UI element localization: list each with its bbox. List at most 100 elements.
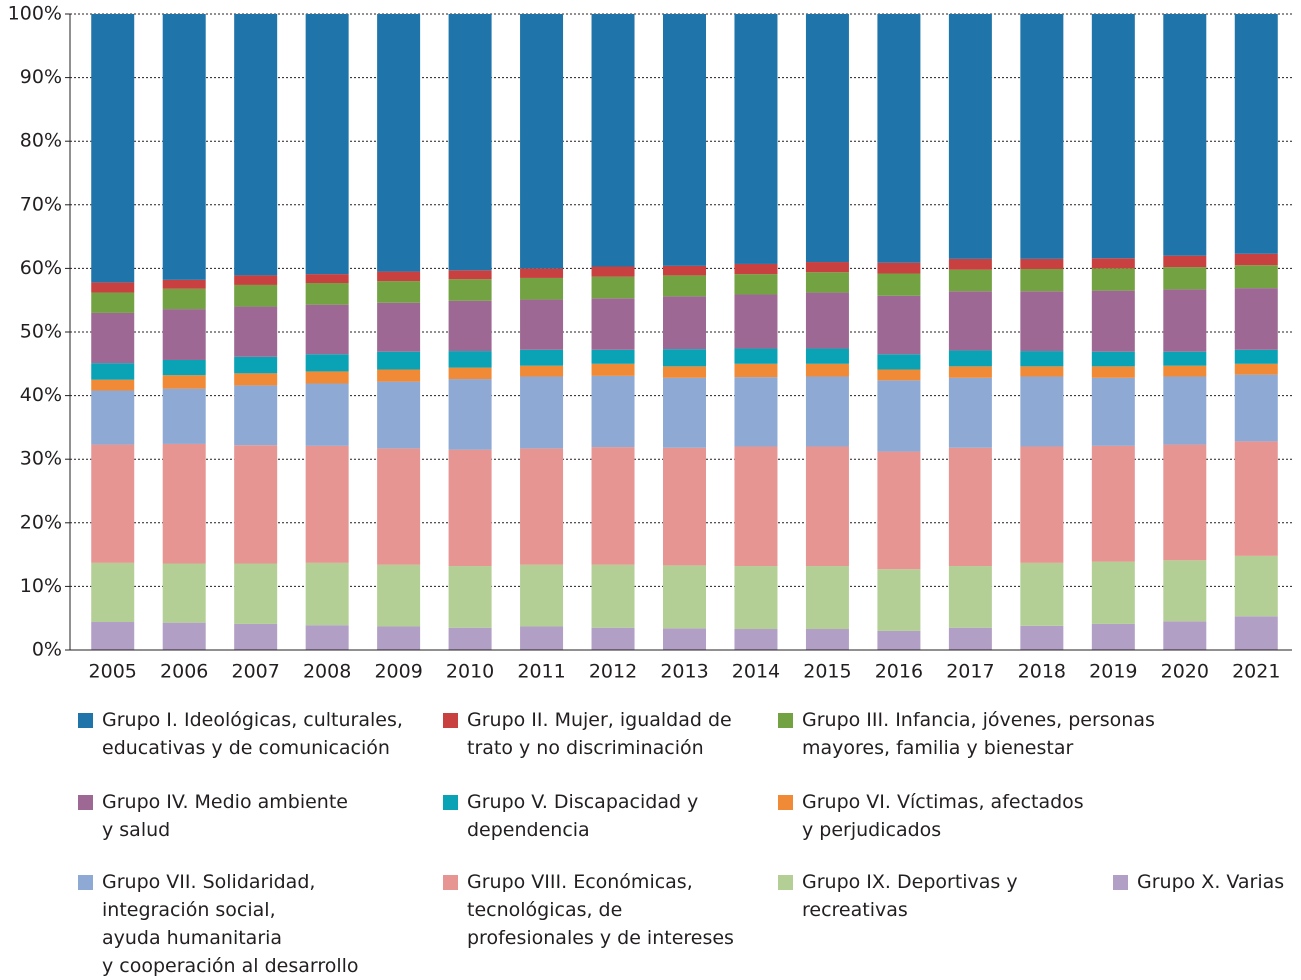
legend-swatch xyxy=(443,875,458,890)
bar-segment xyxy=(1020,351,1064,367)
x-tick-label: 2005 xyxy=(89,661,137,683)
x-tick-label: 2013 xyxy=(660,661,708,683)
bar-segment xyxy=(91,363,135,380)
bar-segment xyxy=(448,449,492,567)
bar-segment xyxy=(1234,265,1278,289)
x-tick-label: 2020 xyxy=(1161,661,1209,683)
bar-segment xyxy=(1234,555,1278,617)
bar-segment xyxy=(1020,269,1064,292)
bar-segment xyxy=(734,363,778,378)
bar-segment xyxy=(877,14,921,263)
y-tick-label: 100% xyxy=(8,3,62,25)
bar-segment xyxy=(1163,14,1207,256)
bar-segment xyxy=(162,622,206,650)
y-tick-label: 0% xyxy=(32,639,62,661)
bar-segment xyxy=(162,309,206,360)
bar-segment xyxy=(1091,445,1135,562)
legend-item: Grupo V. Discapacidad y dependencia xyxy=(443,788,698,844)
legend-swatch xyxy=(443,795,458,810)
bar-segment xyxy=(948,350,992,367)
bar-segment xyxy=(377,302,421,352)
bar-segment xyxy=(1091,623,1135,650)
bar-segment xyxy=(1020,14,1064,259)
bar-segment xyxy=(520,365,564,377)
chart: 0% 10% 20% 30% 40% 50% 60% 70% 80% 90% 100% 2005 200… xyxy=(8,3,1292,683)
bar-segment xyxy=(162,443,206,564)
bar-segment xyxy=(1163,444,1207,561)
bar-segment xyxy=(520,564,564,627)
x-tick-label: 2019 xyxy=(1089,661,1137,683)
bar-segment xyxy=(805,363,849,377)
bar-segment xyxy=(805,14,849,263)
bar-segment xyxy=(305,274,349,284)
bar-segment xyxy=(877,380,921,452)
bar-segment xyxy=(234,373,278,386)
legend-swatch xyxy=(778,713,793,728)
legend-item: Grupo VII. Solidaridad, integración soci… xyxy=(78,868,359,980)
bar-segment xyxy=(162,288,206,310)
bar-segment xyxy=(591,276,635,299)
bar-segment xyxy=(663,14,706,266)
bar-segment xyxy=(1020,291,1064,352)
legend-swatch xyxy=(778,875,793,890)
bar-segment xyxy=(591,627,635,650)
bar-segment xyxy=(91,390,135,445)
bar-segment xyxy=(305,283,349,305)
bar-segment xyxy=(377,381,421,449)
legend-label: Grupo V. Discapacidad y dependencia xyxy=(467,791,699,841)
y-tick-label: 80% xyxy=(20,130,62,152)
bar-segment xyxy=(1020,366,1064,377)
bar-segment xyxy=(520,268,564,278)
bar-segment xyxy=(91,562,135,623)
x-tick-label: 2018 xyxy=(1018,661,1066,683)
bar-segment xyxy=(377,281,421,303)
bar-segment xyxy=(1020,258,1064,270)
bar-segment xyxy=(948,627,992,650)
y-tick-label: 70% xyxy=(20,193,62,215)
bar-segment xyxy=(877,295,921,355)
bar-segment xyxy=(663,565,706,629)
legend-item: Grupo VI. Víctimas, afectados y perjudic… xyxy=(778,788,1084,844)
bar-segment xyxy=(1091,351,1135,367)
bar-segment xyxy=(162,388,206,444)
bar-segment xyxy=(162,359,206,376)
x-tick-label: 2016 xyxy=(875,661,923,683)
bar-segment xyxy=(663,628,706,650)
bar-segment xyxy=(663,296,706,350)
x-tick-label: 2007 xyxy=(231,661,279,683)
bar-segment xyxy=(377,448,421,565)
bar-segment xyxy=(520,14,564,269)
bar-segment xyxy=(234,445,278,564)
bar-segment xyxy=(805,272,849,293)
legend-swatch xyxy=(1113,875,1128,890)
legend-label: Grupo X. Varias xyxy=(1137,871,1285,893)
legend-swatch xyxy=(78,875,93,890)
legend-item: Grupo I. Ideológicas, culturales, educat… xyxy=(78,706,403,762)
bar-segment xyxy=(591,363,635,376)
bar-segment xyxy=(305,14,349,275)
bar-segment xyxy=(305,383,349,446)
bar-segment xyxy=(448,566,492,628)
bar-segment xyxy=(877,354,921,370)
bar-segment xyxy=(591,349,635,364)
bar-segment xyxy=(877,630,921,650)
bar-segment xyxy=(591,375,635,448)
bar-segment xyxy=(877,451,921,570)
bar-segment xyxy=(1163,560,1207,622)
y-tick-label: 90% xyxy=(20,66,62,88)
y-tick-label: 30% xyxy=(20,448,62,470)
bar-segment xyxy=(663,275,706,297)
x-tick-label: 2015 xyxy=(803,661,851,683)
bar-segment xyxy=(1091,290,1135,352)
bar-segment xyxy=(734,14,778,264)
bar-segment xyxy=(1234,363,1278,375)
x-tick-label: 2009 xyxy=(374,661,422,683)
bar-segment xyxy=(448,351,492,368)
bar-segment xyxy=(1091,14,1135,259)
bar-segment xyxy=(663,447,706,566)
bar-segment xyxy=(234,623,278,650)
bar-segment xyxy=(1091,561,1135,624)
x-tick-label: 2011 xyxy=(517,661,565,683)
bar-segment xyxy=(448,279,492,301)
